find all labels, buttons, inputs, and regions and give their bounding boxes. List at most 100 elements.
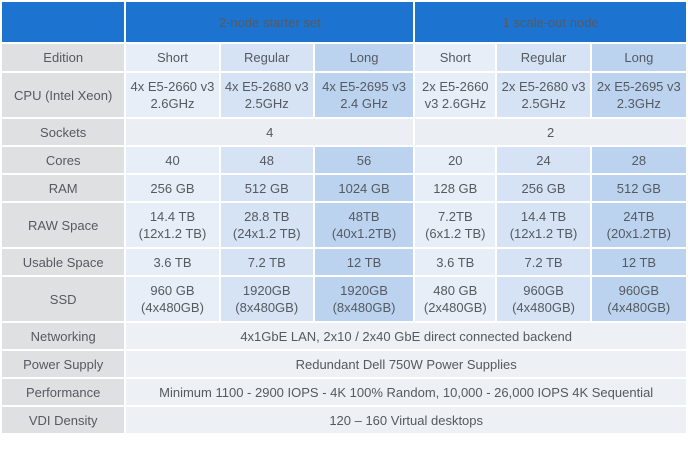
row-cpu: CPU (Intel Xeon) 4x E5-2660 v3 2.6GHz 4x … [2,73,686,117]
row-label-ssd: SSD [2,277,125,321]
cell-edition-2: Regular [220,44,313,71]
cell-edition-1: Short [126,44,219,71]
cell-line: (4x480GB) [607,300,671,315]
cell-cpu-3: 4x E5-2695 v3 2.4 GHz [314,73,414,117]
row-usable-space: Usable Space 3.6 TB 7.2 TB 12 TB 3.6 TB … [2,249,686,275]
row-label-sockets: Sockets [2,119,125,145]
cell-edition-5: Regular [497,44,590,71]
cell-line: 28.8 TB [244,209,290,224]
cell-cpu-1: 4x E5-2660 v3 2.6GHz [126,73,219,117]
cell-ssd-6: 960GB (4x480GB) [591,277,686,321]
cell-raw-space-2: 28.8 TB (24x1.2 TB) [220,203,313,247]
cell-line: 2.4 GHz [340,96,388,111]
cell-line: (12x1.2 TB) [509,226,578,241]
cell-line: (24x1.2 TB) [232,226,301,241]
cell-ssd-3: 1920GB (8x480GB) [314,277,414,321]
row-label-cores: Cores [2,147,125,173]
cell-ssd-5: 960GB (4x480GB) [497,277,590,321]
cell-raw-space-6: 24TB (20x1.2TB) [591,203,686,247]
group-header-starter-set: 2-node starter set [126,2,414,42]
cell-vdi-density: 120 – 160 Virtual desktops [126,407,686,433]
cell-raw-space-3: 48TB (40x1.2TB) [314,203,414,247]
cell-line: 24TB [623,209,655,224]
cell-line: 14.4 TB [520,209,567,224]
cell-performance: Minimum 1100 - 2900 IOPS - 4K 100% Rando… [126,379,686,405]
cell-line: 960 GB [150,283,195,298]
row-edition: Edition Short Regular Long Short Regular… [2,44,686,71]
row-cores: Cores 40 48 56 20 24 28 [2,147,686,173]
row-label-cpu: CPU (Intel Xeon) [2,73,125,117]
cell-line: 2.6GHz [150,96,195,111]
cell-ram-4: 128 GB [415,175,496,201]
cell-line: (8x480GB) [332,300,396,315]
row-label-usable-space: Usable Space [2,249,125,275]
cell-line: 1920GB [242,283,291,298]
cell-cpu-2: 4x E5-2680 v3 2.5GHz [220,73,313,117]
cell-cores-3: 56 [314,147,414,173]
row-ssd: SSD 960 GB (4x480GB) 1920GB (8x480GB) 1920… [2,277,686,321]
cell-ram-3: 1024 GB [314,175,414,201]
cell-line: 2x E5-2660 [422,79,489,94]
cell-line: 7.2TB [437,209,473,224]
cell-line: 4x E5-2660 v3 [130,79,215,94]
cell-raw-space-1: 14.4 TB (12x1.2 TB) [126,203,219,247]
cell-line: (6x1.2 TB) [425,226,486,241]
group-header-scale-out-node: 1 scale-out node [415,2,686,42]
row-raw-space: RAW Space 14.4 TB (12x1.2 TB) 28.8 TB (24x… [2,203,686,247]
cell-line: 2.5GHz [521,96,566,111]
cell-edition-6: Long [591,44,686,71]
cell-ssd-4: 480 GB (2x480GB) [415,277,496,321]
cell-cpu-5: 2x E5-2680 v3 2.5GHz [497,73,590,117]
header-corner [2,2,125,42]
cell-usable-space-4: 3.6 TB [415,249,496,275]
cell-line: 960GB [523,283,564,298]
cell-line: (4x480GB) [512,300,575,315]
cell-usable-space-3: 12 TB [314,249,414,275]
row-sockets: Sockets 4 2 [2,119,686,145]
cell-raw-space-5: 14.4 TB (12x1.2 TB) [497,203,590,247]
cell-raw-space-4: 7.2TB (6x1.2 TB) [415,203,496,247]
cell-ram-5: 256 GB [497,175,590,201]
cell-usable-space-6: 12 TB [591,249,686,275]
cell-ram-6: 512 GB [591,175,686,201]
cell-line: (4x480GB) [141,300,204,315]
cell-sockets-group2: 2 [415,119,686,145]
row-power-supply: Power Supply Redundant Dell 750W Power S… [2,351,686,377]
cell-line: 4x E5-2680 v3 [224,79,309,94]
row-label-edition: Edition [2,44,125,71]
cell-cores-1: 40 [126,147,219,173]
row-label-power-supply: Power Supply [2,351,125,377]
cell-cores-6: 28 [591,147,686,173]
cell-cpu-4: 2x E5-2660 v3 2.6GHz [415,73,496,117]
cell-ram-2: 512 GB [220,175,313,201]
row-label-performance: Performance [2,379,125,405]
cell-cpu-6: 2x E5-2695 v3 2.3GHz [591,73,686,117]
cell-line: v3 2.6GHz [424,96,486,111]
header-row: 2-node starter set 1 scale-out node [2,2,686,42]
row-label-ram: RAM [2,175,125,201]
cell-line: (40x1.2TB) [331,226,397,241]
row-label-vdi-density: VDI Density [2,407,125,433]
cell-ssd-2: 1920GB (8x480GB) [220,277,313,321]
cell-cores-2: 48 [220,147,313,173]
cell-edition-3: Long [314,44,414,71]
cell-line: 14.4 TB [149,209,196,224]
cell-ssd-1: 960 GB (4x480GB) [126,277,219,321]
cell-line: (20x1.2TB) [606,226,671,241]
row-vdi-density: VDI Density 120 – 160 Virtual desktops [2,407,686,433]
spec-table: 2-node starter set 1 scale-out node Edit… [2,2,686,433]
cell-power-supply: Redundant Dell 750W Power Supplies [126,351,686,377]
cell-sockets-group1: 4 [126,119,414,145]
cell-usable-space-5: 7.2 TB [497,249,590,275]
cell-line: (8x480GB) [235,300,299,315]
row-label-raw-space: RAW Space [2,203,125,247]
cell-usable-space-1: 3.6 TB [126,249,219,275]
row-ram: RAM 256 GB 512 GB 1024 GB 128 GB 256 GB … [2,175,686,201]
cell-line: (12x1.2 TB) [138,226,207,241]
cell-usable-space-2: 7.2 TB [220,249,313,275]
cell-line: 1920GB [340,283,388,298]
cell-line: 2.3GHz [616,96,661,111]
row-performance: Performance Minimum 1100 - 2900 IOPS - 4… [2,379,686,405]
row-label-networking: Networking [2,323,125,349]
row-networking: Networking 4x1GbE LAN, 2x10 / 2x40 GbE d… [2,323,686,349]
